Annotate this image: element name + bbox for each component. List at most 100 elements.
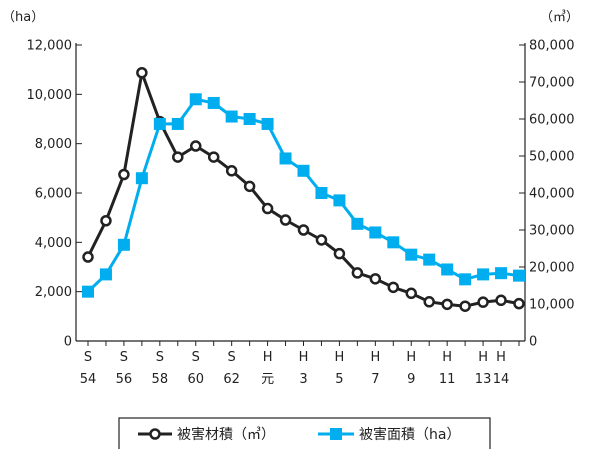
- data-point-volume: [369, 273, 382, 285]
- legend: 被害材積（㎥） 被害面積（ha）: [118, 417, 491, 449]
- x-tick-era-label: H: [370, 350, 380, 365]
- data-point-area: [225, 110, 238, 123]
- data-point-volume: [261, 202, 274, 215]
- data-point-area: [153, 117, 166, 130]
- data-point-volume: [279, 214, 292, 226]
- right-tick-label: 30,000: [529, 224, 575, 239]
- x-tick-year-label: 13: [475, 372, 492, 387]
- data-point-volume: [225, 165, 238, 177]
- x-tick-era-label: S: [228, 350, 236, 365]
- data-point-area: [441, 263, 454, 276]
- data-point-area: [513, 269, 525, 282]
- x-tick-era-label: S: [156, 350, 164, 365]
- x-tick-year-label: 5: [335, 372, 343, 387]
- data-point-area: [297, 164, 310, 177]
- right-tick-label: 70,000: [529, 76, 575, 91]
- data-point-volume: [100, 215, 112, 227]
- data-point-volume: [190, 140, 202, 152]
- data-point-area: [189, 93, 202, 106]
- right-axis-unit: （㎥）: [540, 10, 579, 25]
- legend-marker-area: [330, 428, 342, 440]
- x-tick-year-label: 9: [407, 372, 415, 387]
- data-point-area: [315, 187, 328, 199]
- x-tick-era-label: H: [263, 350, 273, 365]
- data-point-volume: [459, 300, 471, 312]
- data-point-area: [387, 236, 400, 249]
- x-tick-year-label: 11: [439, 372, 456, 387]
- legend-label-volume: 被害材積（㎥）: [177, 427, 275, 443]
- data-point-volume: [333, 247, 346, 260]
- right-tick-label: 60,000: [529, 113, 575, 128]
- data-point-area: [477, 268, 490, 281]
- data-point-volume: [297, 224, 310, 236]
- left-tick-label: 4,000: [35, 236, 72, 251]
- data-point-volume: [315, 234, 328, 246]
- left-tick-label: 2,000: [35, 285, 72, 300]
- right-tick-label: 20,000: [529, 261, 575, 276]
- left-tick-label: 6,000: [35, 187, 72, 202]
- x-tick-year-label: 60: [187, 372, 204, 387]
- axes: 0 2,000 4,000 6,000 8,000 10,000 12,000 0 10,000…: [27, 39, 575, 388]
- right-tick-label: 40,000: [529, 187, 575, 202]
- data-point-area: [135, 172, 148, 185]
- data-point-area: [261, 117, 274, 130]
- x-tick-year-label: 3: [299, 372, 307, 387]
- x-tick-era-label: H: [335, 350, 345, 365]
- data-point-area: [117, 238, 130, 251]
- right-tick-label: 0: [529, 335, 537, 350]
- x-tick-era-label: S: [120, 350, 128, 365]
- data-point-area: [82, 285, 94, 298]
- right-tick-label: 10,000: [529, 298, 575, 313]
- x-tick-era-label: H: [478, 350, 488, 365]
- x-tick-year-label: 元: [261, 372, 274, 387]
- data-point-area: [333, 194, 346, 207]
- data-point-volume: [351, 267, 364, 279]
- x-tick-era-label: S: [192, 350, 200, 365]
- x-tick-era-label: H: [299, 350, 309, 365]
- data-point-volume: [477, 296, 489, 308]
- data-point-area: [459, 273, 472, 286]
- data-point-area: [99, 268, 112, 281]
- x-tick-year-label: 54: [80, 372, 97, 387]
- legend-box: [118, 417, 491, 449]
- legend-marker-volume: [149, 428, 161, 440]
- x-tick-era-label: H: [442, 350, 452, 365]
- data-point-volume: [387, 281, 400, 294]
- data-point-area: [423, 253, 436, 266]
- data-point-volume: [423, 296, 435, 308]
- data-point-area: [207, 96, 220, 109]
- data-point-volume: [513, 297, 525, 310]
- series-line-1: [86, 97, 520, 293]
- data-point-volume: [495, 294, 507, 307]
- x-tick-era-label: H: [496, 350, 506, 365]
- data-point-area: [495, 267, 508, 280]
- left-tick-label: 12,000: [27, 39, 73, 54]
- left-tick-label: 8,000: [35, 137, 72, 152]
- series-line-0: [86, 71, 520, 308]
- x-tick-era-label: H: [406, 350, 416, 365]
- data-point-area: [351, 217, 364, 230]
- data-point-volume: [172, 151, 184, 163]
- x-tick-year-label: 56: [116, 372, 133, 387]
- data-point-volume: [243, 180, 256, 193]
- right-tick-label: 80,000: [529, 39, 575, 54]
- legend-label-area: 被害面積（ha）: [359, 427, 460, 443]
- left-tick-label: 10,000: [27, 88, 73, 103]
- series-layer: [82, 67, 525, 312]
- x-tick-era-label: S: [84, 350, 92, 365]
- right-tick-label: 50,000: [529, 150, 575, 165]
- data-point-volume: [441, 298, 453, 311]
- data-point-volume: [136, 67, 148, 79]
- data-point-area: [171, 117, 184, 130]
- x-tick-year-label: 62: [223, 372, 240, 387]
- data-point-volume: [118, 168, 130, 181]
- data-point-area: [243, 113, 256, 125]
- data-point-volume: [207, 151, 220, 163]
- left-tick-label: 0: [64, 335, 72, 350]
- x-tick-year-label: 14: [493, 372, 510, 387]
- left-axis-unit: （ha）: [2, 10, 44, 25]
- x-tick-year-label: 7: [371, 372, 379, 387]
- data-point-volume: [82, 251, 94, 263]
- data-point-area: [369, 226, 382, 239]
